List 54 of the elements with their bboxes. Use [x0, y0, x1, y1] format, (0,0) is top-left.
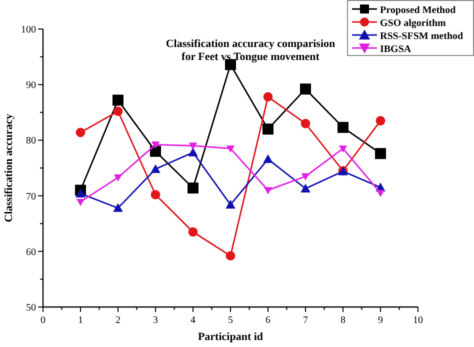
point — [150, 164, 160, 174]
point — [263, 92, 273, 102]
point — [113, 203, 123, 212]
point — [262, 124, 274, 135]
point — [226, 200, 236, 209]
point — [112, 94, 124, 106]
x-tick-label: 4 — [190, 315, 196, 326]
point — [113, 106, 123, 116]
point — [188, 227, 198, 237]
point — [76, 188, 86, 198]
y-axis-title: Classification accuracy — [3, 113, 15, 222]
point — [338, 145, 348, 153]
point — [76, 198, 85, 206]
y-tick-label: 90 — [26, 80, 36, 92]
point — [375, 148, 386, 160]
x-tick-label: 7 — [303, 315, 308, 326]
x-tick-label: 9 — [378, 315, 383, 326]
point — [76, 128, 86, 138]
point — [263, 154, 273, 164]
point — [226, 145, 235, 153]
legend-label: IBGSA — [380, 44, 412, 55]
point — [114, 174, 122, 182]
point — [300, 84, 311, 95]
point — [188, 142, 198, 150]
point — [150, 146, 161, 157]
x-axis-title: Participant id — [198, 331, 264, 343]
y-tick-label: 70 — [26, 191, 36, 202]
x-tick-label: 5 — [228, 315, 233, 326]
x-tick-label: 10 — [413, 315, 423, 326]
point — [300, 118, 310, 128]
y-tick-label: 80 — [26, 136, 36, 147]
point — [376, 116, 386, 126]
x-tick-label: 0 — [40, 315, 46, 326]
legend-label: GSO algorithm — [380, 18, 447, 29]
x-tick-label: 8 — [340, 315, 346, 326]
y-tick-label: 50 — [26, 302, 36, 314]
point — [301, 173, 310, 180]
point — [376, 190, 385, 198]
x-tick-label: 1 — [78, 315, 83, 326]
point — [226, 251, 236, 261]
x-tick-label: 3 — [153, 315, 158, 326]
y-tick-label: 60 — [26, 246, 36, 258]
point — [188, 148, 198, 156]
point — [264, 187, 272, 194]
y-tick-label: 100 — [21, 24, 36, 36]
point — [338, 122, 348, 133]
point — [188, 182, 198, 194]
x-tick-label: 6 — [266, 315, 270, 326]
x-tick-label: 2 — [116, 315, 120, 326]
point — [151, 142, 160, 149]
legend-label: RSS-SFSM method — [380, 31, 464, 42]
legend-label: Proposed Method — [380, 5, 456, 16]
point — [150, 190, 160, 200]
point — [300, 184, 310, 192]
